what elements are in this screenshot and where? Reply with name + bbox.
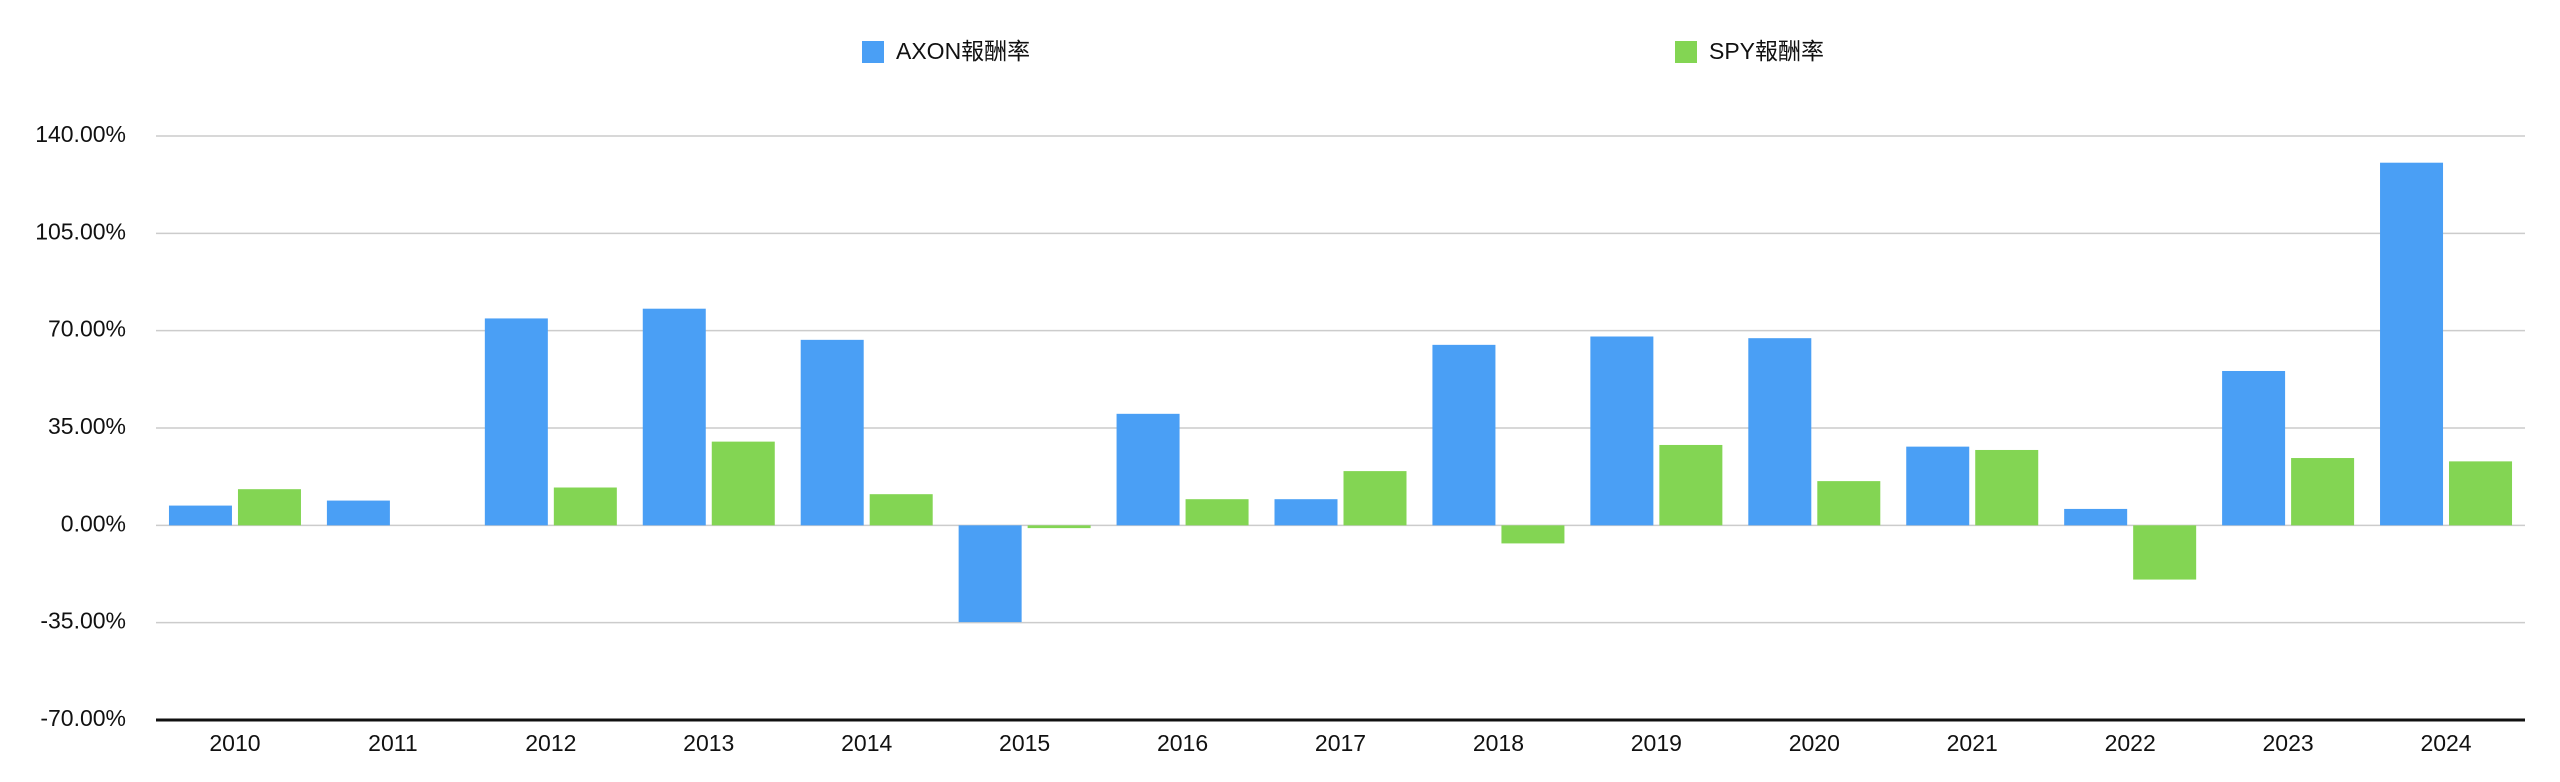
bar	[1975, 449, 2039, 526]
y-tick-label: 70.00%	[48, 316, 126, 342]
bar	[1590, 336, 1654, 526]
bar	[2133, 525, 2197, 580]
bar	[326, 500, 390, 526]
x-tick-label: 2017	[1315, 730, 1366, 756]
bar	[168, 505, 232, 526]
x-tick-label: 2014	[841, 730, 892, 756]
y-tick-label: -70.00%	[40, 705, 126, 731]
x-tick-label: 2023	[2263, 730, 2314, 756]
x-tick-label: 2018	[1473, 730, 1524, 756]
legend-label: AXON報酬率	[896, 38, 1030, 64]
y-tick-label: -35.00%	[40, 608, 126, 634]
bar	[1748, 338, 1812, 526]
bar	[1817, 481, 1881, 526]
bar	[1343, 471, 1407, 526]
bar	[553, 487, 617, 526]
bar	[869, 494, 933, 526]
y-tick-label: 35.00%	[48, 413, 126, 439]
x-tick-label: 2019	[1631, 730, 1682, 756]
x-tick-label: 2015	[999, 730, 1050, 756]
x-tick-label: 2021	[1947, 730, 1998, 756]
bar	[1027, 525, 1091, 529]
x-tick-label: 2020	[1789, 730, 1840, 756]
bar	[1906, 446, 1970, 526]
x-tick-label: 2022	[2105, 730, 2156, 756]
bar	[1432, 344, 1496, 526]
bar	[2380, 162, 2444, 526]
x-tick-label: 2024	[2420, 730, 2471, 756]
bar	[484, 318, 548, 526]
x-tick-label: 2012	[525, 730, 576, 756]
bar	[1501, 525, 1565, 544]
bar	[2222, 370, 2286, 526]
bar	[711, 441, 775, 526]
x-tick-label: 2013	[683, 730, 734, 756]
legend-swatch	[862, 41, 884, 63]
bar	[2064, 508, 2128, 526]
bar	[642, 308, 706, 526]
y-tick-label: 105.00%	[35, 218, 126, 244]
bar	[1116, 413, 1180, 526]
bar	[958, 525, 1022, 623]
y-tick-label: 140.00%	[35, 121, 126, 147]
y-tick-label: 0.00%	[61, 510, 126, 536]
legend-label: SPY報酬率	[1709, 38, 1824, 64]
bar	[2291, 458, 2355, 526]
legend-swatch	[1675, 41, 1697, 63]
bar	[237, 489, 301, 526]
bar	[2449, 461, 2513, 526]
bar	[1274, 499, 1338, 526]
x-tick-label: 2011	[368, 730, 417, 756]
bar	[1185, 499, 1249, 526]
x-tick-label: 2016	[1157, 730, 1208, 756]
bar	[800, 339, 864, 526]
bar	[1659, 444, 1723, 526]
x-tick-label: 2010	[209, 730, 260, 756]
